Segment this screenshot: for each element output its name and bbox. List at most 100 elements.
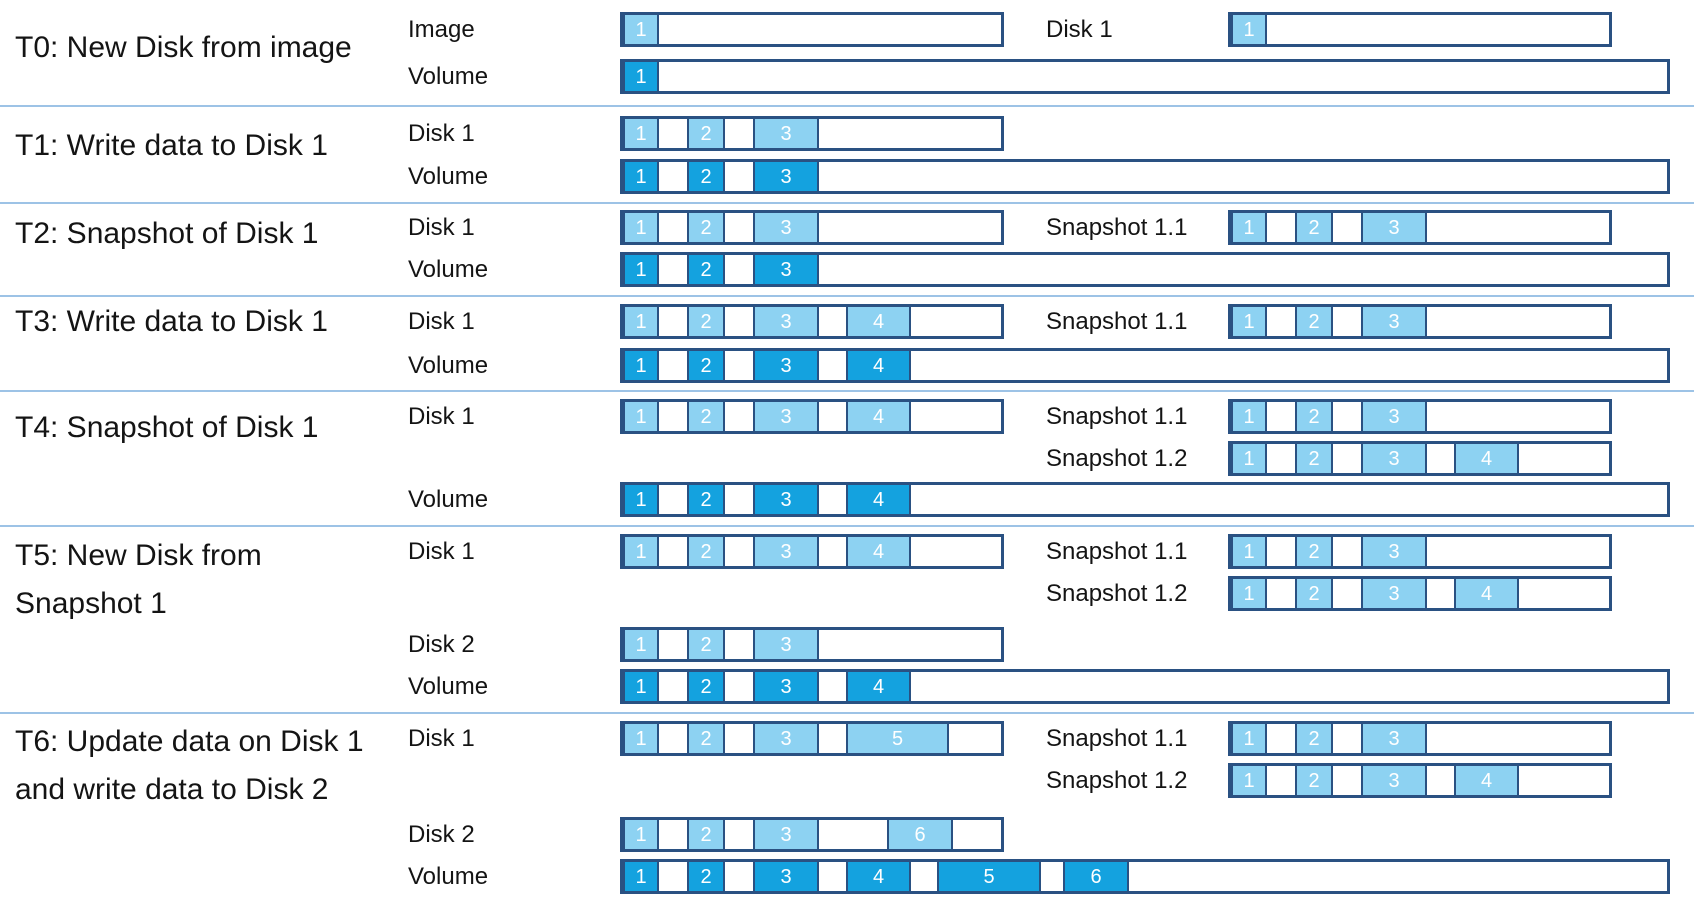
block-t2-snapshot-1.1-3: 3 <box>1361 213 1427 242</box>
block-t6-snapshot-1.2-3: 3 <box>1361 766 1427 795</box>
block-t5-disk-2-1: 1 <box>623 630 659 659</box>
section-title-line: T5: New Disk from <box>15 539 262 572</box>
block-t5-snapshot-1.2-2: 2 <box>1295 579 1333 608</box>
section-divider-t5 <box>0 712 1694 714</box>
block-t3-snapshot-1.1-1: 1 <box>1231 307 1267 336</box>
block-t3-disk-1-1: 1 <box>623 307 659 336</box>
section-title-t1: T1: Write data to Disk 1 <box>15 122 328 170</box>
bar-t0-image: 1 <box>620 12 1004 47</box>
track-label-t5-disk-1: Disk 1 <box>408 538 475 565</box>
block-t6-disk-2-6: 6 <box>887 820 953 849</box>
block-t2-disk-1-3: 3 <box>753 213 819 242</box>
block-t2-snapshot-1.1-1: 1 <box>1231 213 1267 242</box>
track-label-t3-disk-1: Disk 1 <box>408 308 475 335</box>
block-t2-volume-2: 2 <box>687 255 725 284</box>
block-t6-disk-1-2: 2 <box>687 724 725 753</box>
track-label-t5-snapshot-1.2: Snapshot 1.2 <box>1046 580 1188 607</box>
section-title-line: T6: Update data on Disk 1 <box>15 725 364 758</box>
block-t6-snapshot-1.1-1: 1 <box>1231 724 1267 753</box>
block-t4-snapshot-1.2-4: 4 <box>1454 444 1519 473</box>
block-t2-volume-3: 3 <box>753 255 819 284</box>
block-t5-snapshot-1.2-3: 3 <box>1361 579 1427 608</box>
section-title-line: T2: Snapshot of Disk 1 <box>15 217 319 250</box>
block-t5-disk-2-2: 2 <box>687 630 725 659</box>
track-label-t4-snapshot-1.1: Snapshot 1.1 <box>1046 403 1188 430</box>
block-t1-disk-1-2: 2 <box>687 119 725 148</box>
track-label-t6-snapshot-1.1: Snapshot 1.1 <box>1046 725 1188 752</box>
block-t1-volume-3: 3 <box>753 162 819 191</box>
section-title-line: T1: Write data to Disk 1 <box>15 129 328 162</box>
block-t4-volume-1: 1 <box>623 485 659 514</box>
block-t6-volume-1: 1 <box>623 862 659 891</box>
track-label-t1-volume: Volume <box>408 163 489 190</box>
block-t5-snapshot-1.2-1: 1 <box>1231 579 1267 608</box>
block-t4-snapshot-1.1-2: 2 <box>1295 402 1333 431</box>
section-divider-t4 <box>0 525 1694 527</box>
block-t6-volume-6: 6 <box>1063 862 1129 891</box>
block-t6-disk-2-2: 2 <box>687 820 725 849</box>
section-title-t0: T0: New Disk from image <box>15 24 352 72</box>
block-t6-disk-1-1: 1 <box>623 724 659 753</box>
block-t3-volume-2: 2 <box>687 351 725 380</box>
track-label-t5-snapshot-1.1: Snapshot 1.1 <box>1046 538 1188 565</box>
block-t6-snapshot-1.1-2: 2 <box>1295 724 1333 753</box>
bar-t0-disk-1: 1 <box>1228 12 1612 47</box>
section-divider-t1 <box>0 202 1694 204</box>
block-t4-snapshot-1.1-1: 1 <box>1231 402 1267 431</box>
section-title-t3: T3: Write data to Disk 1 <box>15 298 328 346</box>
track-label-t6-disk-1: Disk 1 <box>408 725 475 752</box>
block-t4-snapshot-1.1-3: 3 <box>1361 402 1427 431</box>
block-t4-disk-1-4: 4 <box>846 402 911 431</box>
section-divider-t3 <box>0 390 1694 392</box>
section-title-line: T3: Write data to Disk 1 <box>15 305 328 338</box>
track-label-t4-volume: Volume <box>408 486 489 513</box>
block-t2-snapshot-1.1-2: 2 <box>1295 213 1333 242</box>
track-label-t0-volume: Volume <box>408 63 489 90</box>
block-t6-snapshot-1.2-1: 1 <box>1231 766 1267 795</box>
block-t5-volume-4: 4 <box>846 672 911 701</box>
block-t6-snapshot-1.2-4: 4 <box>1454 766 1519 795</box>
block-t6-volume-4: 4 <box>846 862 911 891</box>
block-t3-volume-3: 3 <box>753 351 819 380</box>
track-label-t6-disk-2: Disk 2 <box>408 821 475 848</box>
block-t4-snapshot-1.2-3: 3 <box>1361 444 1427 473</box>
block-t5-disk-2-3: 3 <box>753 630 819 659</box>
track-label-t4-disk-1: Disk 1 <box>408 403 475 430</box>
block-t2-disk-1-1: 1 <box>623 213 659 242</box>
section-divider-t2 <box>0 295 1694 297</box>
block-t0-image-1: 1 <box>623 15 659 44</box>
block-t3-disk-1-2: 2 <box>687 307 725 336</box>
track-label-t3-volume: Volume <box>408 352 489 379</box>
block-t0-volume-1: 1 <box>623 62 659 91</box>
block-t1-volume-2: 2 <box>687 162 725 191</box>
block-t4-disk-1-1: 1 <box>623 402 659 431</box>
track-label-t0-image: Image <box>408 16 475 43</box>
block-t4-disk-1-3: 3 <box>753 402 819 431</box>
track-label-t2-disk-1: Disk 1 <box>408 214 475 241</box>
block-t4-volume-3: 3 <box>753 485 819 514</box>
block-t5-disk-1-3: 3 <box>753 537 819 566</box>
block-t4-volume-2: 2 <box>687 485 725 514</box>
track-label-t6-snapshot-1.2: Snapshot 1.2 <box>1046 767 1188 794</box>
track-label-t4-snapshot-1.2: Snapshot 1.2 <box>1046 445 1188 472</box>
track-label-t6-volume: Volume <box>408 863 489 890</box>
track-label-t5-disk-2: Disk 2 <box>408 631 475 658</box>
block-t4-snapshot-1.2-2: 2 <box>1295 444 1333 473</box>
block-t3-volume-1: 1 <box>623 351 659 380</box>
block-t6-disk-2-3: 3 <box>753 820 819 849</box>
